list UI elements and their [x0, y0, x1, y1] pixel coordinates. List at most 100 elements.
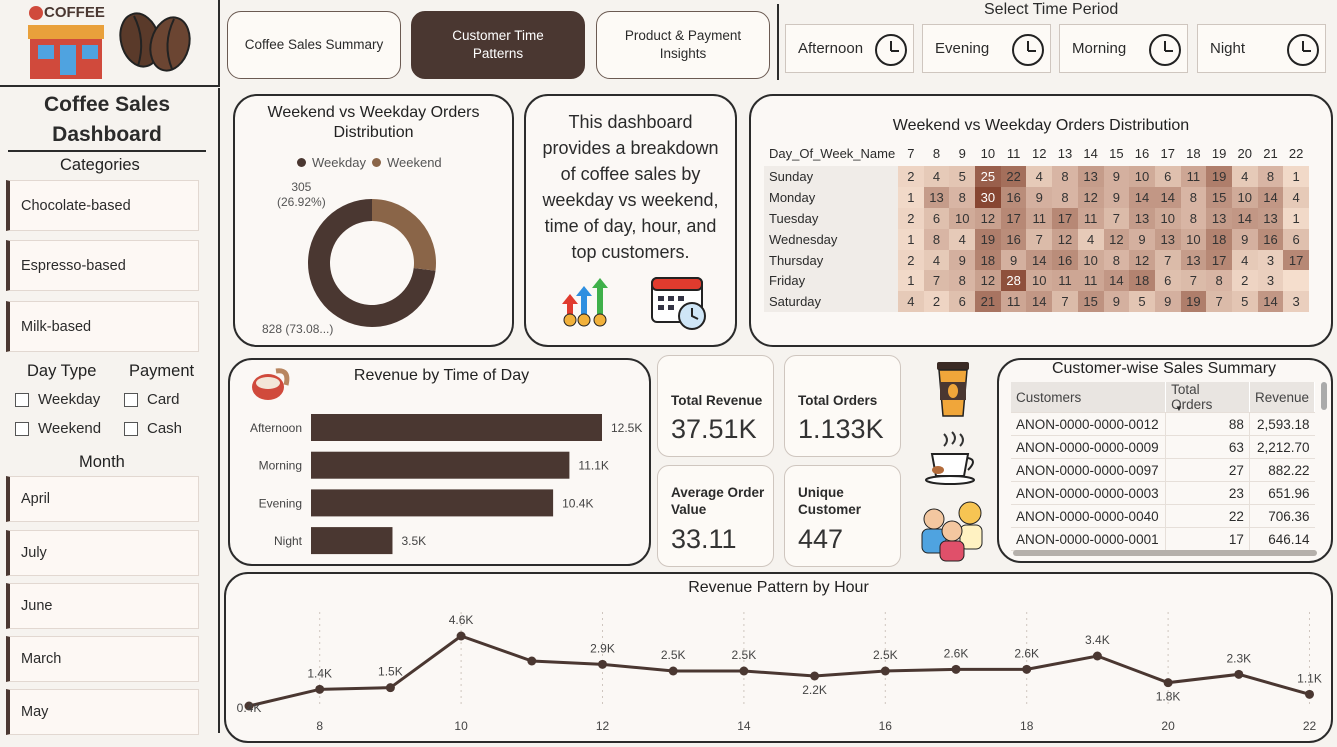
- heatmap-cell[interactable]: 11: [1052, 270, 1078, 292]
- heatmap-cell[interactable]: 14: [1257, 186, 1284, 208]
- vertical-scrollbar[interactable]: [1321, 382, 1327, 410]
- heatmap-cell[interactable]: 11: [1000, 291, 1027, 313]
- month-april[interactable]: April: [6, 476, 199, 522]
- heatmap-cell[interactable]: 8: [949, 270, 976, 292]
- data-point[interactable]: [880, 666, 890, 676]
- heatmap-cell[interactable]: 4: [949, 228, 976, 250]
- heatmap-cell[interactable]: 7: [923, 270, 950, 292]
- bar[interactable]: [311, 527, 393, 555]
- heatmap-cell[interactable]: 8: [1257, 166, 1284, 187]
- data-point[interactable]: [244, 701, 254, 711]
- col-revenue[interactable]: Revenue: [1249, 382, 1316, 413]
- tab-product-payment-insights[interactable]: Product & Payment Insights: [596, 11, 770, 79]
- heatmap-cell[interactable]: 9: [1000, 249, 1027, 271]
- heatmap-cell[interactable]: 4: [1283, 186, 1309, 208]
- heatmap-cell[interactable]: 13: [1154, 228, 1181, 250]
- heatmap-cell[interactable]: 19: [975, 228, 1001, 250]
- heatmap-cell[interactable]: 7: [1206, 291, 1232, 313]
- heatmap-cell[interactable]: 11: [1180, 166, 1207, 187]
- heatmap-cell[interactable]: 14: [1257, 291, 1284, 313]
- heatmap-cell[interactable]: 12: [975, 207, 1001, 229]
- data-point[interactable]: [598, 659, 607, 669]
- heatmap-cell[interactable]: 6: [1154, 270, 1181, 292]
- heatmap-cell[interactable]: 8: [1180, 186, 1207, 208]
- heatmap-cell[interactable]: 10: [1129, 166, 1155, 187]
- table-row[interactable]: ANON-0000-0000-0003 23 651.96: [1011, 481, 1315, 505]
- data-point[interactable]: [385, 683, 395, 693]
- heatmap-cell[interactable]: 14: [1129, 186, 1155, 208]
- tab-coffee-sales-summary[interactable]: Coffee Sales Summary: [227, 11, 401, 79]
- heatmap-cell[interactable]: 19: [1180, 291, 1207, 313]
- heatmap-cell[interactable]: 5: [1129, 291, 1155, 313]
- heatmap-cell[interactable]: 18: [1206, 228, 1232, 250]
- heatmap-cell[interactable]: 1: [1283, 166, 1309, 187]
- heatmap-cell[interactable]: 21: [975, 291, 1001, 313]
- heatmap-cell[interactable]: 9: [1103, 166, 1130, 187]
- heatmap-cell[interactable]: 11: [1077, 270, 1104, 292]
- heatmap-cell[interactable]: 10: [1154, 207, 1181, 229]
- month-july[interactable]: July: [6, 530, 199, 576]
- data-point[interactable]: [739, 666, 749, 676]
- data-point[interactable]: [668, 666, 678, 676]
- data-point[interactable]: [456, 631, 466, 641]
- horizontal-scrollbar[interactable]: [1013, 550, 1317, 556]
- heatmap-cell[interactable]: 14: [1231, 207, 1258, 229]
- time-button-evening[interactable]: Evening: [922, 24, 1051, 73]
- donut-slice-weekday[interactable]: [308, 199, 436, 327]
- heatmap-cell[interactable]: 13: [1257, 207, 1284, 229]
- heatmap-cell[interactable]: 11: [1026, 207, 1053, 229]
- time-button-afternoon[interactable]: Afternoon: [785, 24, 914, 73]
- heatmap-cell[interactable]: 6: [923, 207, 950, 229]
- table-row[interactable]: ANON-0000-0000-0040 22 706.36: [1011, 504, 1315, 528]
- checkbox-weekday[interactable]: Weekday: [15, 391, 100, 408]
- table-row[interactable]: ANON-0000-0000-0097 27 882.22: [1011, 458, 1315, 482]
- checkbox-weekend[interactable]: Weekend: [15, 420, 101, 437]
- heatmap-cell[interactable]: 10: [949, 207, 976, 229]
- heatmap-cell[interactable]: 15: [1077, 291, 1104, 313]
- heatmap-cell[interactable]: 8: [949, 186, 976, 208]
- heatmap-cell[interactable]: 9: [949, 249, 976, 271]
- heatmap-cell[interactable]: 13: [1129, 207, 1155, 229]
- heatmap-cell[interactable]: 10: [1077, 249, 1104, 271]
- heatmap-cell[interactable]: 3: [1257, 270, 1284, 292]
- bar[interactable]: [311, 414, 602, 441]
- checkbox-box[interactable]: [124, 392, 138, 407]
- category-milk-based[interactable]: Milk-based: [6, 301, 199, 352]
- heatmap-cell[interactable]: 7: [1026, 228, 1053, 250]
- heatmap-cell[interactable]: 4: [1231, 166, 1258, 187]
- heatmap-cell[interactable]: 14: [1154, 186, 1181, 208]
- heatmap-cell[interactable]: 8: [923, 228, 950, 250]
- heatmap-cell[interactable]: 30: [975, 186, 1001, 208]
- time-button-morning[interactable]: Morning: [1059, 24, 1188, 73]
- heatmap-cell[interactable]: 18: [975, 249, 1001, 271]
- col-customers[interactable]: Customers: [1011, 382, 1167, 413]
- data-point[interactable]: [810, 671, 820, 681]
- heatmap-cell[interactable]: 17: [1206, 249, 1232, 271]
- heatmap-cell[interactable]: 5: [949, 166, 976, 187]
- heatmap-cell[interactable]: 14: [1026, 291, 1053, 313]
- bar[interactable]: [311, 451, 570, 479]
- heatmap-cell[interactable]: 9: [1026, 186, 1053, 208]
- data-point[interactable]: [527, 656, 537, 666]
- heatmap-cell[interactable]: 2: [1231, 270, 1258, 292]
- heatmap-cell[interactable]: 7: [1103, 207, 1130, 229]
- heatmap-cell[interactable]: 12: [1077, 186, 1104, 208]
- table-row[interactable]: ANON-0000-0000-0001 17 646.14: [1011, 527, 1315, 551]
- heatmap-cell[interactable]: 14: [1103, 270, 1130, 292]
- heatmap-cell[interactable]: 7: [1154, 249, 1181, 271]
- heatmap-cell[interactable]: 17: [1283, 249, 1309, 271]
- heatmap-cell[interactable]: 16: [1257, 228, 1284, 250]
- heatmap-cell[interactable]: 8: [1206, 270, 1232, 292]
- heatmap-cell[interactable]: 2: [923, 291, 950, 313]
- heatmap-cell[interactable]: 15: [1206, 186, 1232, 208]
- heatmap-cell[interactable]: 6: [949, 291, 976, 313]
- month-march[interactable]: March: [6, 636, 199, 682]
- heatmap-cell[interactable]: 14: [1026, 249, 1053, 271]
- tab-customer-time-patterns[interactable]: Customer Time Patterns: [411, 11, 585, 79]
- heatmap-cell[interactable]: 17: [1052, 207, 1078, 229]
- heatmap-cell[interactable]: 18: [1129, 270, 1155, 292]
- checkbox-cash[interactable]: Cash: [124, 420, 182, 437]
- col-total-orders[interactable]: Total Orders: [1165, 382, 1250, 413]
- heatmap-cell[interactable]: 4: [923, 249, 950, 271]
- heatmap-cell[interactable]: [1283, 270, 1309, 292]
